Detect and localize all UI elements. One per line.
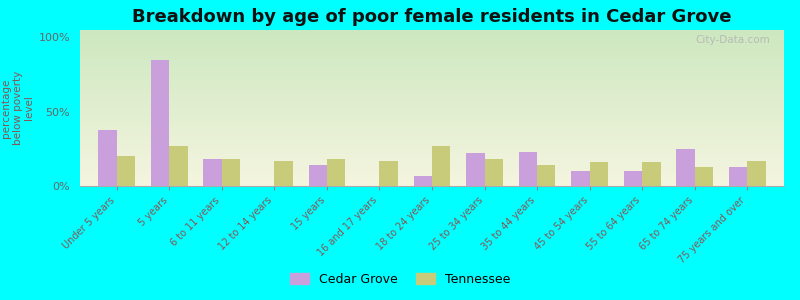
Bar [327, 159, 346, 186]
Bar [624, 171, 642, 186]
Title: Breakdown by age of poor female residents in Cedar Grove: Breakdown by age of poor female resident… [132, 8, 732, 26]
Bar [151, 60, 170, 186]
Bar [590, 162, 608, 186]
Bar [432, 146, 450, 186]
Bar [98, 130, 117, 186]
Bar [170, 146, 188, 186]
Bar [485, 159, 503, 186]
Bar [117, 156, 135, 186]
Bar [571, 171, 590, 186]
Bar [537, 165, 555, 186]
Bar [466, 153, 485, 186]
Bar [309, 165, 327, 186]
Bar [642, 162, 661, 186]
Bar [203, 159, 222, 186]
Bar [694, 167, 713, 186]
Bar [747, 161, 766, 186]
Y-axis label: percentage
below poverty
level: percentage below poverty level [2, 71, 34, 145]
Bar [379, 161, 398, 186]
Bar [729, 167, 747, 186]
Bar [222, 159, 240, 186]
Bar [676, 149, 694, 186]
Legend: Cedar Grove, Tennessee: Cedar Grove, Tennessee [285, 268, 515, 291]
Bar [414, 176, 432, 186]
Text: City-Data.com: City-Data.com [695, 35, 770, 45]
Bar [518, 152, 537, 186]
Bar [274, 161, 293, 186]
